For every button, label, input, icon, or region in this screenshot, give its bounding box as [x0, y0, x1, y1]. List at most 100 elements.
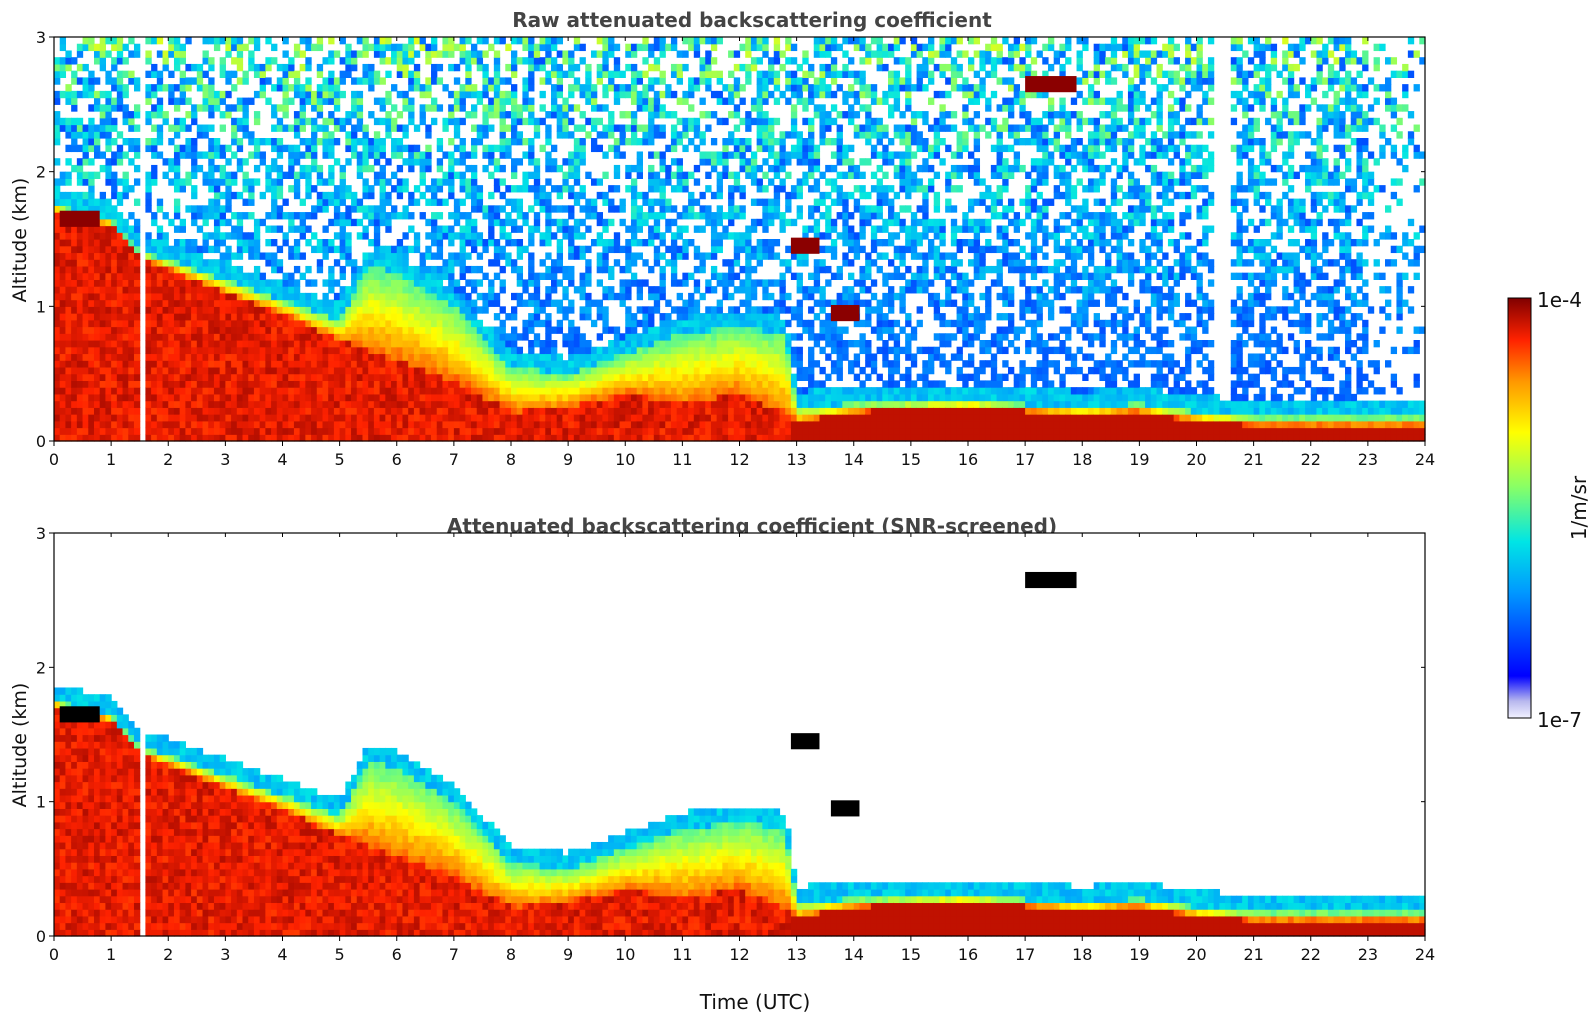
heatmap-cell: [276, 299, 284, 307]
heatmap-cell: [225, 50, 232, 58]
heatmap-cell: [71, 346, 78, 355]
heatmap-cell: [116, 279, 124, 287]
heatmap-cell: [225, 198, 232, 206]
heatmap-cell: [431, 319, 438, 328]
heatmap-cell: [431, 97, 438, 105]
heatmap-cell: [185, 63, 192, 72]
heatmap-cell: [99, 299, 107, 307]
heatmap-cell: [345, 407, 352, 415]
heatmap-cell: [562, 178, 569, 186]
heatmap-cell: [425, 340, 432, 348]
heatmap-cell: [299, 346, 306, 355]
heatmap-cell: [710, 191, 718, 200]
heatmap-cell: [202, 346, 209, 355]
heatmap-cell: [573, 387, 581, 395]
heatmap-cell: [476, 407, 484, 415]
heatmap-cell: [459, 366, 466, 375]
heatmap-cell: [105, 420, 112, 429]
heatmap-cell: [168, 434, 175, 442]
heatmap-cell: [105, 393, 112, 402]
heatmap-cell: [670, 232, 678, 240]
heatmap-cell: [436, 366, 444, 375]
heatmap-cell: [379, 37, 386, 45]
heatmap-cell: [345, 70, 352, 78]
heatmap-cell: [568, 232, 575, 240]
heatmap-cell: [253, 43, 261, 52]
heatmap-cell: [562, 333, 569, 341]
heatmap-cell: [362, 63, 369, 72]
heatmap-cell: [271, 259, 278, 267]
heatmap-cell: [71, 205, 78, 213]
heatmap-cell: [653, 151, 661, 159]
heatmap-cell: [208, 292, 215, 301]
heatmap-cell: [608, 205, 615, 213]
heatmap-cell: [208, 212, 215, 220]
heatmap-cell: [413, 393, 421, 402]
heatmap-cell: [202, 37, 209, 45]
heatmap-cell: [151, 353, 158, 361]
heatmap-cell: [511, 407, 518, 415]
heatmap-cell: [642, 434, 649, 442]
heatmap-cell: [402, 272, 409, 280]
heatmap-cell: [653, 373, 661, 381]
heatmap-cell: [431, 272, 438, 280]
heatmap-cell: [499, 90, 506, 99]
heatmap-cell: [688, 124, 695, 132]
heatmap-cell: [436, 286, 444, 294]
heatmap-cell: [499, 420, 506, 429]
heatmap-cell: [379, 97, 386, 105]
heatmap-cell: [665, 434, 672, 442]
heatmap-cell: [676, 164, 683, 173]
heatmap-cell: [602, 63, 609, 72]
heatmap-cell: [408, 353, 415, 361]
heatmap-cell: [271, 178, 278, 186]
heatmap-cell: [88, 90, 95, 99]
heatmap-cell: [442, 427, 449, 435]
heatmap-cell: [568, 205, 575, 213]
heatmap-cell: [396, 265, 404, 274]
heatmap-cell: [219, 292, 226, 301]
heatmap-cell: [379, 380, 386, 388]
heatmap-cell: [351, 104, 358, 112]
heatmap-cell: [493, 158, 501, 166]
heatmap-cell: [76, 360, 84, 368]
heatmap-cell: [522, 414, 529, 422]
heatmap-cell: [173, 84, 181, 92]
heatmap-cell: [385, 340, 392, 348]
heatmap-cell: [471, 90, 478, 99]
heatmap-cell: [82, 306, 89, 314]
heatmap-cell: [105, 178, 112, 186]
heatmap-cell: [236, 117, 244, 126]
heatmap-cell: [316, 265, 324, 274]
heatmap-cell: [379, 117, 386, 126]
heatmap-cell: [602, 380, 609, 388]
heatmap-cell: [670, 414, 678, 422]
heatmap-cell: [305, 333, 312, 341]
heatmap-cell: [105, 387, 112, 395]
heatmap-cell: [493, 252, 501, 260]
heatmap-cell: [465, 84, 472, 92]
heatmap-cell: [219, 346, 226, 355]
heatmap-cell: [276, 279, 284, 287]
heatmap-cell: [151, 414, 158, 422]
heatmap-cell: [305, 407, 312, 415]
heatmap-cell: [71, 340, 78, 348]
heatmap-cell: [88, 434, 95, 442]
heatmap-cell: [362, 265, 369, 274]
heatmap-cell: [116, 272, 124, 280]
heatmap-cell: [265, 400, 272, 408]
heatmap-cell: [65, 97, 72, 105]
heatmap-cell: [288, 306, 295, 314]
heatmap-cell: [391, 313, 398, 321]
heatmap-cell: [682, 373, 689, 381]
heatmap-cell: [333, 434, 341, 442]
heatmap-cell: [202, 205, 209, 213]
heatmap-cell: [168, 158, 175, 166]
heatmap-cell: [231, 286, 238, 294]
heatmap-cell: [431, 373, 438, 381]
heatmap-cell: [111, 252, 118, 260]
heatmap-cell: [71, 407, 78, 415]
heatmap-cell: [630, 138, 638, 146]
heatmap-cell: [471, 353, 478, 361]
heatmap-cell: [162, 360, 169, 368]
